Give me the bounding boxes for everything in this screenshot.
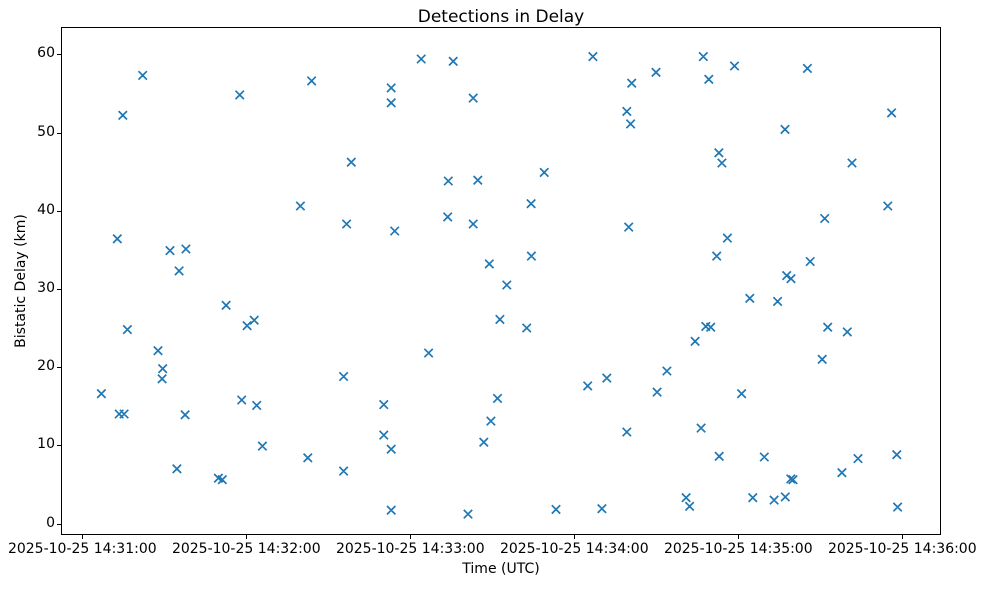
x-tick-mark: [410, 535, 412, 539]
y-tick-mark: [57, 523, 61, 525]
x-tick-label: 2025-10-25 14:32:00: [171, 541, 321, 557]
y-tick-mark: [57, 132, 61, 134]
x-tick-mark: [902, 535, 904, 539]
x-tick-label: 2025-10-25 14:36:00: [827, 541, 977, 557]
y-tick-label: 40: [37, 201, 55, 218]
x-tick-mark: [574, 535, 576, 539]
y-tick-mark: [57, 210, 61, 212]
x-axis-label: Time (UTC): [462, 561, 540, 577]
y-tick-mark: [57, 367, 61, 369]
y-tick-label: 10: [37, 436, 55, 453]
y-tick-mark: [57, 445, 61, 447]
y-tick-label: 60: [37, 45, 55, 62]
x-tick-label: 2025-10-25 14:35:00: [663, 541, 813, 557]
scatter-points-layer: [96, 51, 903, 519]
x-markers: [96, 51, 903, 519]
y-tick-mark: [57, 54, 61, 56]
x-tick-mark: [82, 535, 84, 539]
plot-area: [61, 27, 941, 535]
y-tick-mark: [57, 288, 61, 290]
y-tick-label: 50: [37, 123, 55, 140]
x-tick-label: 2025-10-25 14:34:00: [499, 541, 649, 557]
x-tick-label: 2025-10-25 14:31:00: [7, 541, 157, 557]
y-tick-label: 30: [37, 279, 55, 296]
y-tick-label: 20: [37, 358, 55, 375]
y-axis-label: Bistatic Delay (km): [13, 214, 29, 348]
x-tick-mark: [738, 535, 740, 539]
x-tick-mark: [246, 535, 248, 539]
chart-title: Detections in Delay: [417, 7, 585, 27]
x-tick-label: 2025-10-25 14:33:00: [335, 541, 485, 557]
y-tick-label: 0: [46, 514, 55, 531]
